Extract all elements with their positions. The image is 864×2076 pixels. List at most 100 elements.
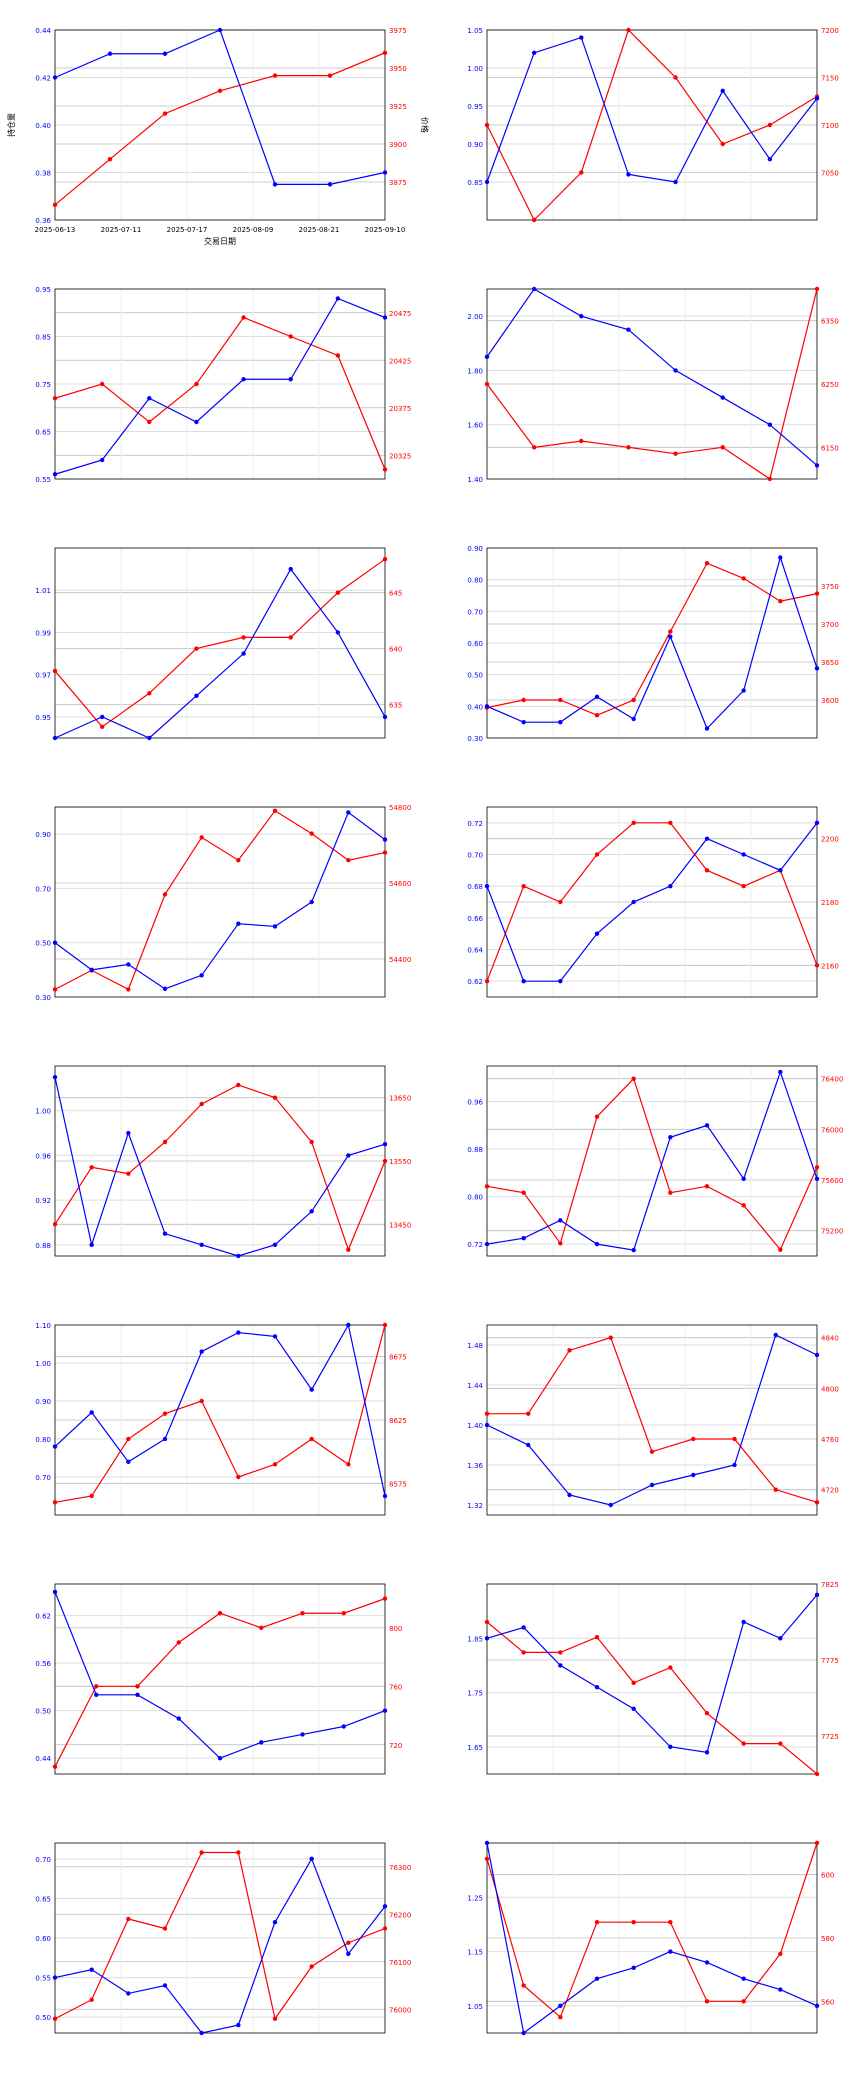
position-series-point — [309, 1387, 314, 1392]
price-series-point — [567, 1348, 572, 1353]
right-tick-label: 20375 — [389, 405, 411, 413]
position-series-point — [673, 179, 678, 185]
price-series-point — [236, 1474, 241, 1480]
position-series-point — [741, 1976, 746, 1981]
price-series-point — [272, 2016, 278, 2021]
left-tick-label: 0.90 — [467, 141, 483, 149]
price-series-point — [521, 1983, 526, 1988]
position-series-point — [814, 96, 820, 101]
position-series-point — [484, 1840, 490, 1846]
position-series-point — [217, 1755, 223, 1761]
chart-svg-1: 0.36 0.38 0.40 0.42 0.44 3875 3900 3925 3950 3975… — [6, 27, 430, 246]
price-series-point — [162, 1926, 168, 1931]
price-series-point — [107, 157, 113, 162]
left-tick-label: 1.80 — [467, 367, 483, 375]
position-series-point — [162, 986, 168, 992]
right-tick-label: 76400 — [821, 1076, 843, 1084]
right-tick-label: 13650 — [389, 1095, 411, 1103]
price-series-line — [54, 1598, 386, 1767]
position-series-point — [346, 1153, 351, 1158]
position-series-point — [52, 735, 58, 741]
plot-frame — [486, 1842, 818, 2034]
chart-panel-5: 0.95 0.97 0.99 1.01 635 640 645 — [0, 518, 432, 777]
price-series-point — [52, 668, 58, 674]
position-series-point — [107, 51, 113, 56]
position-series-point — [594, 1976, 600, 1981]
position-series-point — [558, 719, 563, 725]
position-series-point — [668, 1744, 673, 1750]
position-series-point — [814, 1176, 820, 1182]
right-tick-label: 720 — [389, 1742, 402, 1750]
price-series-point — [99, 724, 105, 730]
left-tick-label: 0.36 — [35, 217, 51, 225]
position-series-point — [199, 973, 204, 978]
position-series-point — [346, 810, 351, 815]
price-series-point — [259, 1625, 264, 1631]
left-tick-label: 0.42 — [35, 75, 51, 83]
price-series-point — [704, 1999, 710, 2004]
left-tick-label: 0.30 — [467, 735, 483, 743]
position-series-line — [54, 1857, 386, 2034]
price-series-point — [199, 1398, 204, 1404]
left-tick-label: 1.32 — [467, 1502, 483, 1510]
position-series-point — [89, 1967, 94, 1972]
position-series-point — [382, 1708, 388, 1713]
price-series-point — [309, 1139, 314, 1145]
position-series-point — [814, 1352, 820, 1358]
position-series-point — [194, 693, 199, 698]
position-series-point — [236, 1330, 241, 1335]
position-series-point — [484, 354, 490, 360]
position-series-point — [631, 899, 636, 905]
position-series-point — [126, 1130, 131, 1136]
price-series-line — [54, 558, 386, 728]
price-series-point — [741, 883, 746, 889]
chart-panel-1: 0.36 0.38 0.40 0.42 0.44 3875 3900 3925 3950 3975… — [0, 0, 432, 259]
price-series-point — [814, 1165, 820, 1170]
price-series-point — [720, 445, 725, 450]
price-series-point — [199, 1850, 204, 1855]
position-series-point — [668, 1135, 673, 1140]
price-series-point — [579, 170, 584, 175]
position-series-point — [147, 396, 152, 401]
price-series-point — [814, 286, 820, 292]
right-tick-label: 13450 — [389, 1221, 411, 1229]
right-tick-label: 760 — [389, 1683, 402, 1691]
x-axis-label: 交易日期 — [204, 236, 236, 246]
position-series-point — [341, 1724, 346, 1729]
price-series-point — [162, 1411, 168, 1416]
price-series-point — [668, 629, 673, 634]
price-series-line — [54, 1851, 386, 2021]
price-series-point — [814, 1500, 820, 1505]
chart-panel-2: 0.85 0.90 0.95 1.00 1.05 7050 7100 7150 7200 — [432, 0, 864, 259]
price-series-point — [594, 852, 600, 857]
position-series-point — [272, 182, 278, 187]
right-tick-label: 645 — [389, 590, 402, 598]
x-tick-label: 2025-07-11 — [101, 226, 142, 234]
price-series-point — [126, 1171, 131, 1176]
chart-svg-8: 0.62 0.64 0.66 0.68 0.70 0.72 2160 2180 2200 — [467, 806, 839, 998]
price-series-point — [382, 1596, 388, 1601]
position-series-point — [52, 1975, 58, 1980]
price-series-point — [382, 467, 388, 472]
price-series-point — [631, 1680, 636, 1685]
price-series-line — [486, 822, 818, 982]
position-series-point — [217, 27, 223, 33]
chart-panel-10: 0.72 0.80 0.88 0.96 75200 75600 76000 76400 — [432, 1036, 864, 1295]
position-series-point — [704, 1123, 710, 1128]
price-series-point — [382, 50, 388, 55]
right-tick-label: 4840 — [821, 1335, 839, 1343]
left-tick-label: 0.96 — [35, 1152, 51, 1160]
position-series-point — [484, 883, 490, 889]
price-series-line — [486, 288, 818, 480]
chart-panel-12: 1.32 1.36 1.40 1.44 1.48 4720 4760 4800 4840 — [432, 1295, 864, 1554]
position-series-point — [89, 1242, 94, 1248]
left-tick-label: 0.56 — [35, 1660, 51, 1668]
price-series-point — [741, 1203, 746, 1208]
price-series-point — [236, 858, 241, 863]
price-series-point — [631, 1076, 636, 1081]
position-series-point — [52, 1589, 58, 1595]
right-tick-label: 600 — [821, 1872, 834, 1880]
left-tick-label: 0.96 — [467, 1099, 483, 1107]
position-series-point — [126, 1991, 131, 1996]
left-tick-label: 0.40 — [35, 122, 51, 130]
